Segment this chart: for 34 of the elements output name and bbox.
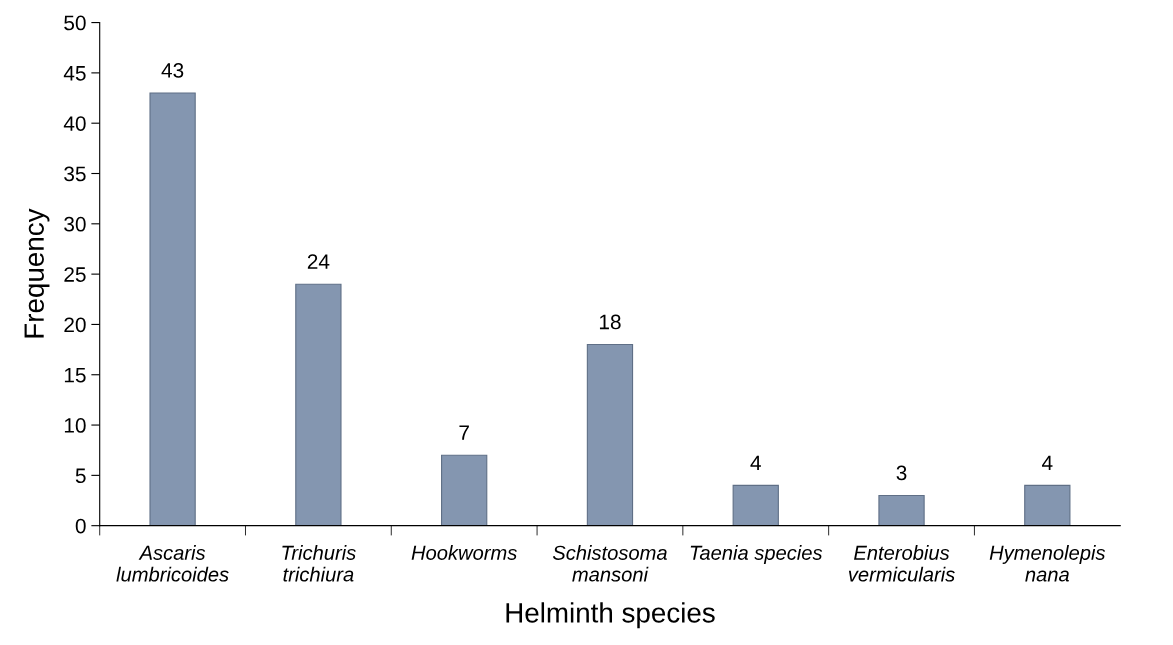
data-label: 24	[307, 254, 330, 269]
x-axis-title: Helminth species	[506, 602, 715, 629]
y-tick-label: 30	[64, 216, 86, 232]
data-label: 18	[599, 314, 621, 330]
y-tick-label: 10	[64, 418, 86, 433]
data-label: 7	[459, 425, 469, 440]
x-tick-label: Enterobius vermicularis	[848, 545, 955, 582]
y-axis-title: Frequency	[24, 208, 50, 338]
bar	[586, 344, 634, 526]
x-tick-label: Trichuris trichiura	[282, 545, 356, 582]
y-tick-label: 35	[64, 166, 86, 182]
data-label: 43	[161, 63, 184, 78]
x-tick-label: Schistosoma mansoni	[552, 545, 667, 582]
y-tick-label: 20	[64, 317, 86, 333]
data-label: 4	[750, 455, 761, 470]
y-tick-label: 45	[63, 66, 86, 81]
y-tick-label: 40	[63, 116, 86, 131]
data-label: 4	[1042, 455, 1053, 470]
bar	[441, 454, 488, 526]
bar	[149, 92, 196, 526]
x-tick-label: Hookworms	[411, 545, 517, 560]
y-tick-label: 0	[75, 518, 86, 534]
y-tick-label: 5	[75, 468, 86, 484]
bar	[295, 283, 342, 526]
data-label: 3	[896, 465, 907, 481]
y-tick-label: 50	[64, 15, 86, 31]
x-tick-label: Hymenolepis nana	[989, 545, 1106, 582]
bar	[878, 494, 925, 526]
bar	[1024, 484, 1071, 526]
y-tick-label: 15	[64, 367, 86, 383]
x-tick-label: Taenia species	[690, 545, 823, 564]
x-tick-label: Ascaris lumbricoides	[116, 545, 229, 582]
bar	[732, 484, 779, 526]
y-tick-label: 25	[64, 267, 86, 282]
